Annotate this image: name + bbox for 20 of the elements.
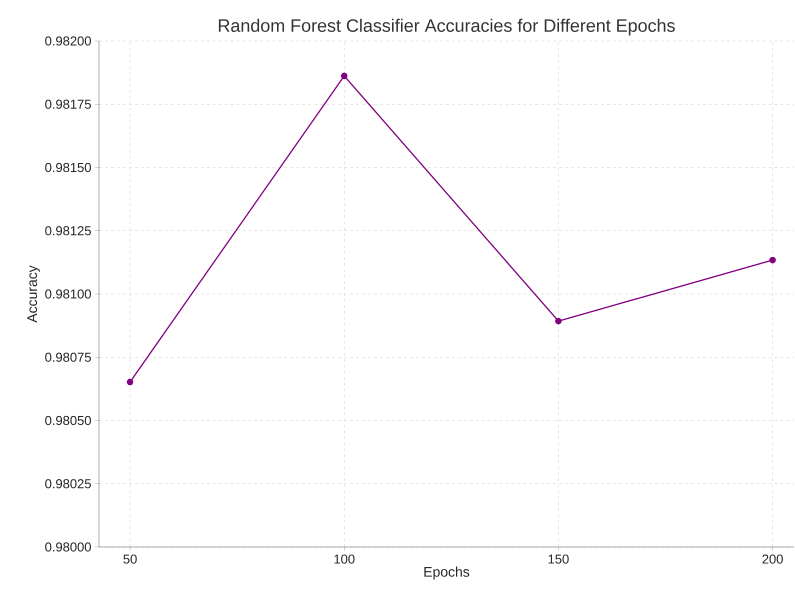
point: [555, 318, 562, 324]
y-axis-title: Accuracy: [27, 265, 40, 323]
y-tick-label: 0.98175: [45, 100, 91, 109]
x-tick-label: 50: [123, 554, 137, 564]
y-tick-label: 0.98150: [45, 162, 91, 172]
y-tick-label: 0.98050: [45, 416, 91, 426]
y-tick-label: 0.98025: [45, 479, 91, 488]
point: [340, 72, 348, 80]
x-tick-label: 100: [334, 554, 355, 564]
y-tick-label: 0.98000: [45, 542, 91, 552]
y-tick-label: 0.98100: [45, 289, 91, 299]
point: [126, 378, 134, 386]
x-tick-label: 150: [548, 554, 569, 564]
x-axis-title: Epochs: [424, 566, 470, 580]
x-tick-label: 200: [762, 554, 783, 564]
y-tick-label: 0.98075: [45, 352, 91, 362]
chart-title: Random Forest Classifier Accuracies for Different Epochs: [218, 18, 675, 36]
y-tick-label: 0.98200: [45, 36, 91, 46]
y-tick-label: 0.98125: [45, 226, 91, 236]
point: [769, 256, 776, 264]
